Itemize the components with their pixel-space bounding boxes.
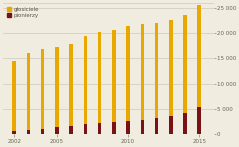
Bar	[41, 129, 44, 134]
Bar	[169, 20, 173, 134]
Bar	[197, 107, 201, 134]
Bar	[112, 30, 116, 134]
Bar	[55, 127, 59, 134]
Legend: głosiciele, pionierzy: głosiciele, pionierzy	[5, 6, 40, 19]
Bar	[126, 26, 130, 134]
Bar	[98, 32, 101, 134]
Bar	[169, 116, 173, 134]
Bar	[55, 47, 59, 134]
Bar	[27, 53, 30, 134]
Bar	[183, 15, 187, 134]
Bar	[155, 118, 158, 134]
Bar	[84, 36, 87, 134]
Bar	[84, 124, 87, 134]
Bar	[69, 126, 73, 134]
Bar	[197, 5, 201, 134]
Bar	[12, 131, 16, 134]
Bar	[183, 113, 187, 134]
Bar	[27, 130, 30, 134]
Bar	[41, 49, 44, 134]
Bar	[126, 121, 130, 134]
Bar	[12, 61, 16, 134]
Bar	[155, 23, 158, 134]
Bar	[69, 44, 73, 134]
Bar	[112, 122, 116, 134]
Bar	[141, 24, 144, 134]
Bar	[98, 123, 101, 134]
Bar	[141, 120, 144, 134]
